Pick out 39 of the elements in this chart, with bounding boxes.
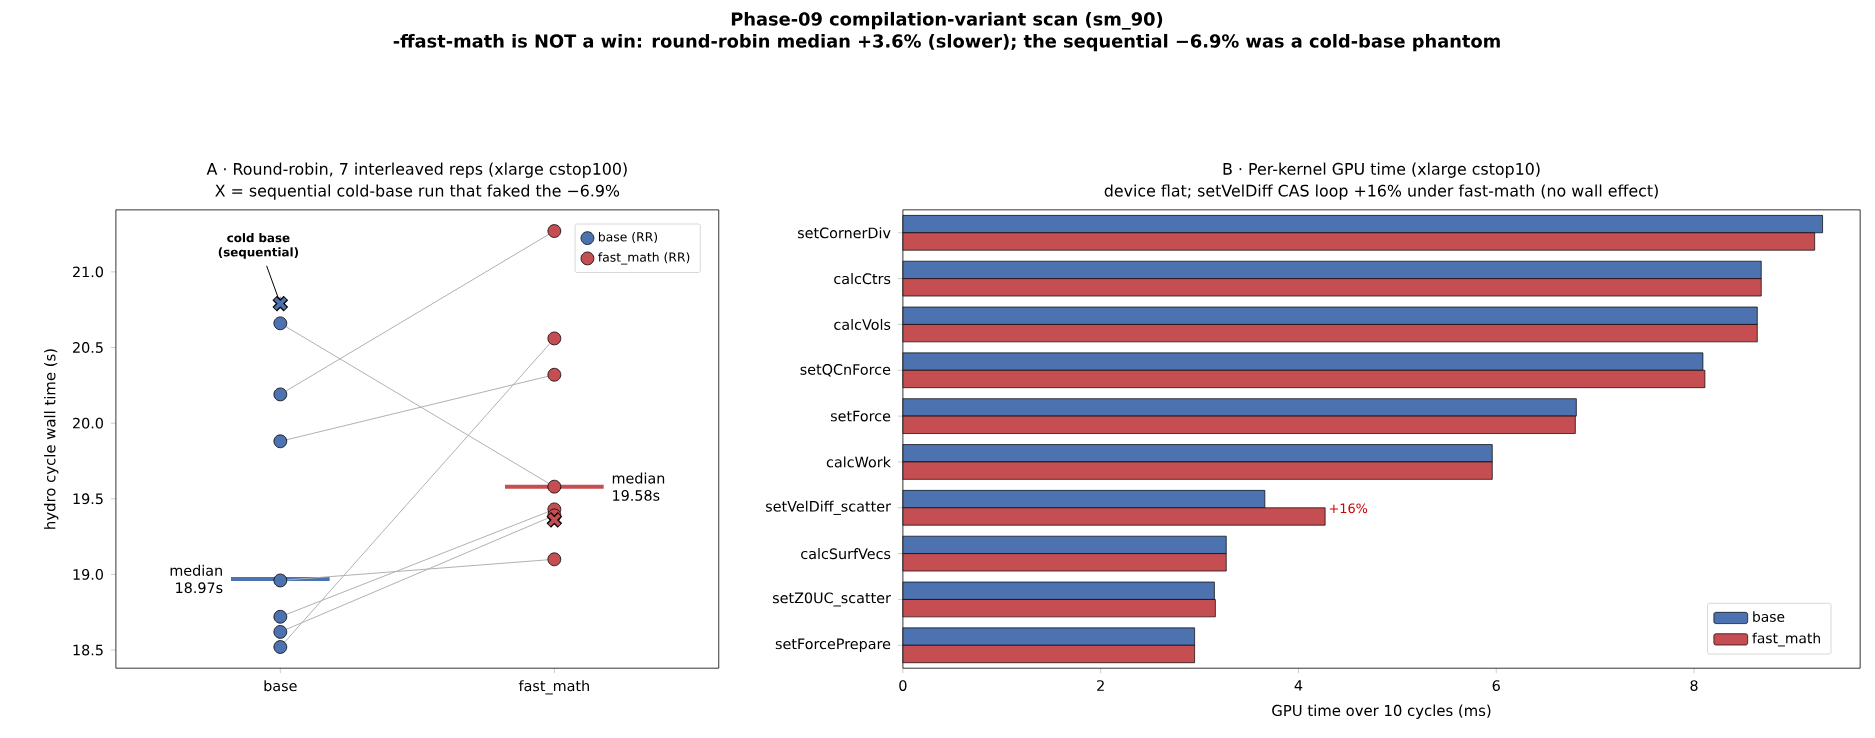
y-tick-label: 19.0 bbox=[73, 568, 103, 580]
annotation: cold base (sequential) bbox=[218, 232, 299, 259]
text: -ffast-math is NOT a win: round-robin median +3.6% (slower); the sequential −6.9% was a cold-base phantom bbox=[393, 33, 1500, 51]
chart-subtitle: X = sequential cold-base run that faked the −6.9% bbox=[215, 184, 620, 200]
y-tick-label: setForcePrepare bbox=[775, 638, 891, 652]
y-tick-label: 20.0 bbox=[73, 417, 103, 429]
y-tick-label: 19.5 bbox=[73, 493, 103, 504]
y-tick-label: calcSurfVecs bbox=[801, 547, 891, 559]
x-tick-label: 2 bbox=[1097, 679, 1104, 691]
y-tick-label: setVelDiff_scatter bbox=[766, 500, 891, 515]
x-axis-title: GPU time over 10 cycles (ms) bbox=[1272, 704, 1491, 719]
legend-label: base (RR) bbox=[598, 231, 658, 243]
x-tick-label: 0 bbox=[899, 679, 907, 691]
x-tick-label: 6 bbox=[1492, 679, 1500, 691]
y-tick-label: calcVols bbox=[834, 318, 891, 330]
ref-line-label: median 18.97s bbox=[170, 564, 223, 593]
annotation: +16% bbox=[1329, 503, 1368, 513]
y-tick-label: 20.5 bbox=[73, 341, 103, 353]
legend-label: fast_math bbox=[1752, 632, 1820, 647]
chart-subtitle: device flat; setVelDiff CAS loop +16% under fast-math (no wall effect) bbox=[1104, 184, 1658, 200]
chart-title: A · Round-robin, 7 interleaved reps (xlarge cstop100) bbox=[206, 162, 627, 178]
ref-line-label: median 19.58s bbox=[612, 472, 665, 501]
y-tick-label: setForce bbox=[830, 410, 891, 422]
y-tick-label: calcWork bbox=[826, 456, 891, 468]
chart-title: B · Per-kernel GPU time (xlarge cstop10) bbox=[1223, 162, 1540, 178]
y-tick-label: 18.5 bbox=[73, 644, 103, 656]
y-tick-label: 21.0 bbox=[73, 266, 103, 278]
x-tick-label: 8 bbox=[1690, 679, 1698, 691]
text: Phase-09 compilation-variant scan (sm_90) bbox=[731, 11, 1163, 30]
legend-label: fast_math (RR) bbox=[598, 251, 690, 265]
x-tick-label: 4 bbox=[1294, 679, 1303, 691]
y-tick-label: calcCtrs bbox=[834, 272, 891, 284]
legend-label: base bbox=[1753, 610, 1785, 622]
y-tick-label: setCornerDiv bbox=[797, 226, 891, 239]
y-tick-label: setQCnForce bbox=[800, 363, 891, 377]
x-tick-label: fast_math bbox=[518, 679, 589, 695]
y-axis-title: hydro cycle wall time (s) bbox=[44, 349, 59, 529]
x-tick-label: base bbox=[264, 679, 297, 692]
y-tick-label: setZ0UC_scatter bbox=[772, 592, 891, 607]
